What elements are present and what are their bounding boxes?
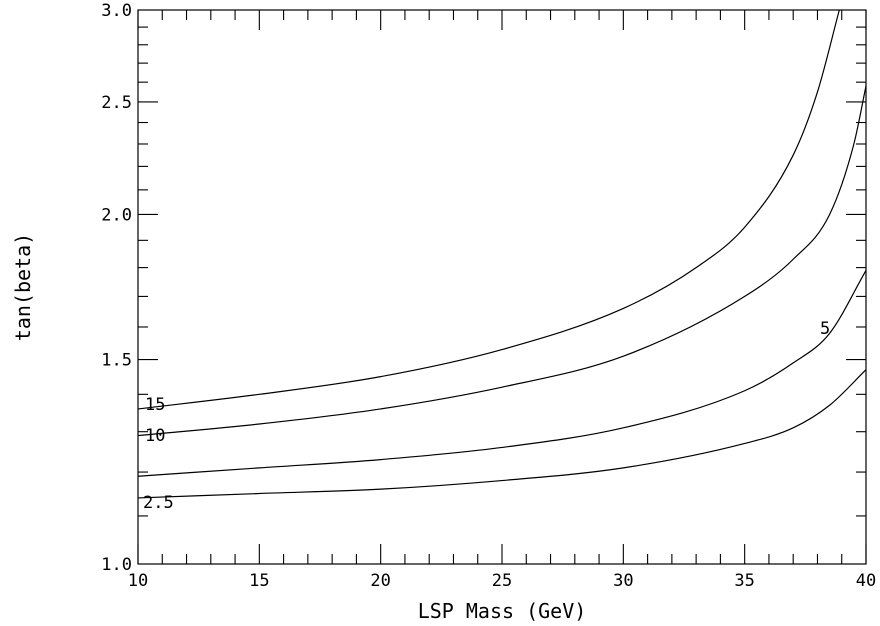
curves (137, 9, 867, 499)
curve-label-2-5: 2.5 (143, 493, 174, 513)
y-tick-label: 1.0 (101, 555, 132, 575)
curve-label-10: 10 (145, 426, 165, 446)
ticks (137, 9, 867, 565)
series-line-2-5 (137, 369, 867, 499)
x-axis-title: LSP Mass (GeV) (418, 599, 587, 623)
curve-label-5: 5 (820, 319, 830, 339)
x-tick-label: 30 (613, 571, 633, 591)
y-tick-label: 1.5 (101, 351, 132, 371)
x-tick-label: 10 (128, 571, 148, 591)
y-tick-label: 3.0 (101, 1, 132, 21)
series-line-5 (137, 270, 867, 477)
x-tick-label: 40 (856, 571, 876, 591)
x-tick-label: 20 (370, 571, 390, 591)
series-line-10 (137, 85, 867, 437)
y-tick-label: 2.0 (101, 205, 132, 225)
series-line-15 (137, 9, 840, 410)
y-axis-title: tan(beta) (11, 233, 35, 341)
y-tick-label: 2.5 (101, 93, 132, 113)
x-tick-label: 25 (492, 571, 512, 591)
tick-labels: 10 15 20 25 30 35 40 1.0 1.5 2.0 2.5 3.0 (101, 1, 876, 591)
x-tick-label: 35 (734, 571, 754, 591)
curve-label-15: 15 (145, 395, 165, 415)
curve-labels: 15 10 5 2.5 (143, 319, 830, 513)
x-tick-label: 15 (249, 571, 269, 591)
